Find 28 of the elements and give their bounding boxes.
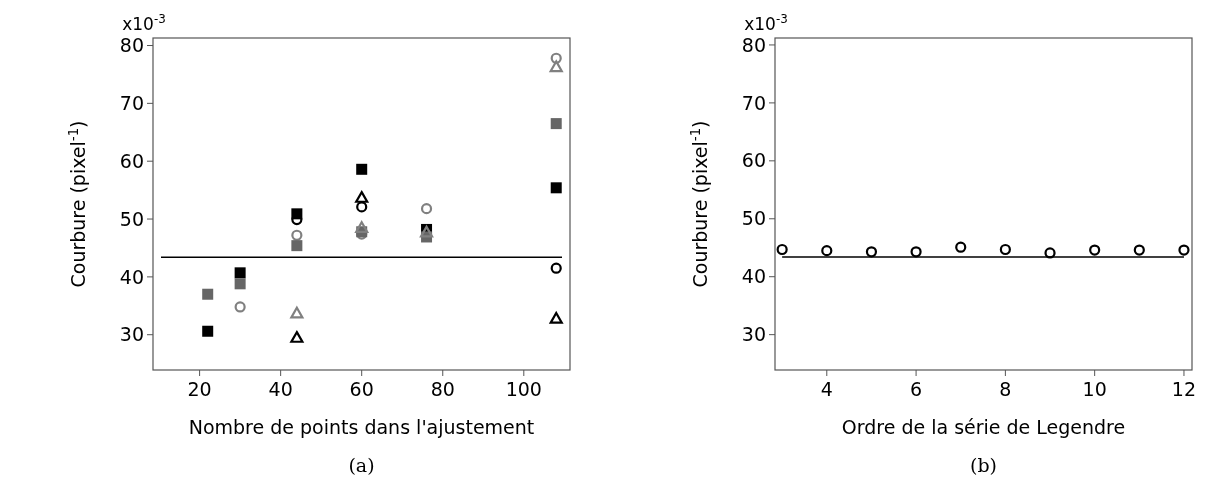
y-tick-label: 80 [119,34,144,57]
text: x10$^{-3}$ [744,12,788,34]
y-tick-label: 30 [741,323,766,346]
x-axis-title: Ordre de la série de Legendre [841,416,1126,438]
y-tick-label: 60 [119,149,144,172]
y-tick-label: 80 [741,33,766,56]
y-tick-label: 50 [119,207,144,230]
text: x10$^{-3}$ [122,12,166,34]
x-tick-label: 80 [430,378,455,400]
x-tick-label: 12 [1171,378,1197,400]
y-tick-label: 40 [119,265,144,288]
x-tick-label: 10 [1082,378,1107,400]
y-tick-label: 60 [741,149,766,172]
x-tick-label: 40 [268,378,293,400]
text: (a) [348,454,375,476]
x-axis-title: Nombre de points dans l'ajustement [188,416,535,438]
x-tick-label: 60 [349,378,374,400]
y-tick-label: 30 [119,323,144,346]
x-tick-label: 8 [999,378,1012,400]
y-tick-label: 40 [741,265,766,288]
y-tick-label: 50 [741,207,766,230]
y-tick-label: 70 [741,91,766,114]
x-tick-label: 100 [505,378,542,400]
y-tick-label: 70 [119,92,144,115]
x-tick-label: 20 [187,378,212,400]
text: (b) [970,454,997,476]
x-tick-label: 6 [910,378,923,400]
x-tick-label: 4 [820,378,833,400]
